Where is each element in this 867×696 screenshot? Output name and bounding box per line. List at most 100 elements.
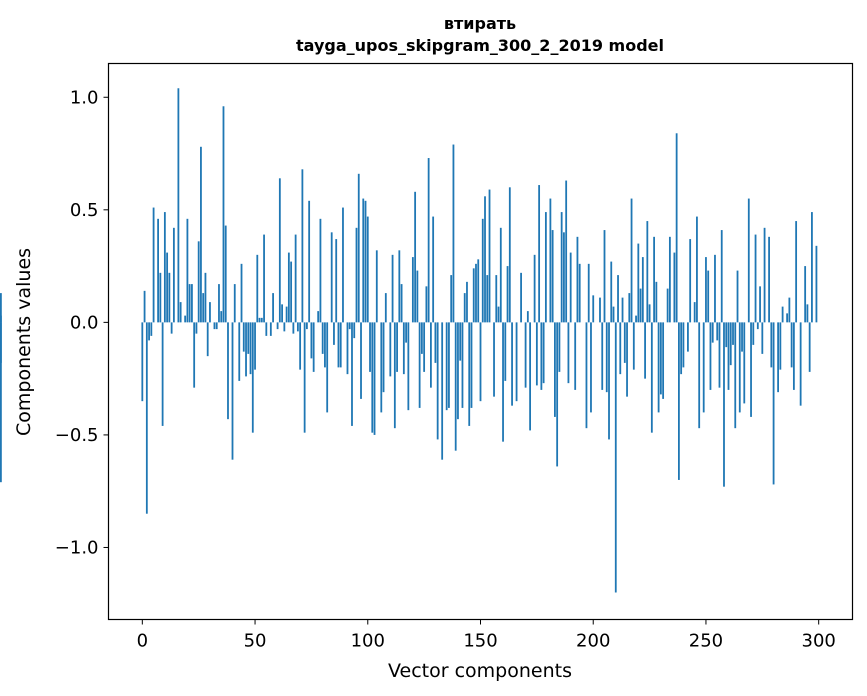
bar-60 (276, 322, 279, 330)
bar-75 (310, 322, 313, 359)
bar-261 (729, 322, 732, 366)
y-tick-label: −0.5 (55, 425, 99, 446)
bar-69 (296, 322, 299, 332)
bar-79 (319, 218, 322, 323)
y-tick-label: 0.0 (70, 312, 99, 333)
bar-44 (240, 263, 243, 323)
bar-61 (278, 178, 281, 323)
bar-168 (520, 272, 522, 323)
bar-138 (452, 144, 455, 323)
bar-297 (811, 212, 813, 323)
bar-122 (416, 270, 419, 323)
bar-118 (407, 322, 410, 411)
bar-111 (391, 254, 394, 323)
bar-183 (554, 322, 556, 417)
y-tick-label: 1.0 (70, 87, 99, 108)
bar-170 (524, 322, 527, 388)
bar-117 (405, 322, 407, 343)
bar-204 (601, 322, 604, 390)
bar-238 (678, 322, 680, 480)
bar-252 (709, 322, 712, 390)
bar-206 (605, 322, 608, 393)
bar-215 (626, 322, 628, 397)
bar-95 (355, 227, 358, 323)
bar-233 (666, 288, 669, 323)
bar-289 (792, 322, 795, 390)
bar-67 (292, 322, 295, 334)
bar-166 (515, 322, 518, 402)
bar-213 (621, 297, 624, 323)
bar-240 (682, 322, 685, 368)
bar-162 (506, 266, 509, 323)
bar-2 (145, 322, 148, 514)
chart-subtitle: tayga_upos_skipgram_300_2_2019 model (296, 36, 664, 55)
bar-218 (632, 322, 635, 370)
bar-129 (432, 216, 435, 323)
bar-274 (759, 286, 761, 323)
bar-211 (617, 275, 619, 323)
x-tick-label: 50 (244, 631, 267, 652)
bar-156 (493, 322, 495, 397)
x-tick-label: 250 (689, 631, 723, 652)
bar-143 (463, 293, 466, 323)
bar-280 (772, 322, 775, 485)
bar-275 (761, 322, 764, 354)
bar-113 (396, 322, 398, 372)
y-tick-label: −1.0 (55, 537, 99, 558)
bar-undefined (0, 322, 2, 483)
bar-97 (360, 322, 362, 399)
bar-153 (486, 275, 489, 323)
bar-26 (200, 146, 202, 323)
bar-198 (587, 263, 590, 323)
bar-178 (542, 322, 545, 384)
bar-249 (702, 322, 705, 413)
bar-52 (258, 317, 261, 323)
bar-71 (301, 169, 304, 323)
bar-221 (639, 288, 642, 323)
bar-292 (799, 322, 802, 406)
bar-208 (610, 261, 613, 323)
bar-20 (186, 218, 189, 323)
bar-41 (233, 284, 236, 323)
bar-284 (781, 306, 784, 323)
bar-266 (741, 322, 743, 352)
bar-80 (321, 322, 324, 354)
bar-121 (414, 191, 417, 323)
bar-185 (558, 322, 561, 372)
bar-5 (152, 207, 155, 323)
bar-63 (283, 322, 286, 332)
bar-24 (195, 322, 198, 334)
bar-295 (806, 304, 809, 323)
bar-148 (475, 263, 477, 323)
bar-93 (351, 322, 353, 426)
bar-13 (170, 322, 173, 334)
bar-212 (619, 322, 622, 375)
x-tick-label: 150 (463, 631, 497, 652)
bar-237 (675, 133, 678, 323)
bar-199 (590, 322, 592, 413)
bar-25 (197, 241, 200, 323)
bar-92 (348, 322, 351, 330)
bar-231 (662, 322, 665, 399)
bar-43 (238, 322, 241, 381)
bar-96 (357, 173, 360, 323)
bar-81 (324, 322, 326, 368)
bar-194 (578, 263, 581, 323)
bar-184 (556, 322, 559, 467)
bar-108 (384, 293, 387, 323)
bar-50 (254, 322, 256, 370)
bar-37 (224, 225, 227, 323)
bar-115 (400, 284, 403, 323)
bar-227 (653, 236, 655, 323)
bar-219 (635, 315, 637, 323)
bar-210 (614, 322, 617, 593)
bar-76 (312, 322, 315, 372)
bar-150 (479, 322, 482, 402)
bar-154 (488, 189, 491, 323)
bar-271 (752, 322, 755, 345)
bar-260 (727, 322, 730, 390)
bar-207 (608, 322, 610, 440)
bar-127 (427, 158, 430, 323)
bar-89 (342, 207, 344, 323)
bar-159 (499, 227, 502, 323)
